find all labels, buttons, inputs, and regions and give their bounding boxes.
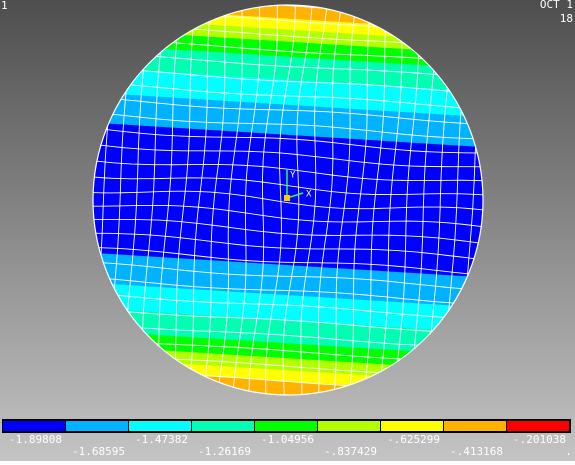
legend: -1.89808 -1.68595 -1.47382 -1.26169 -1.04956… [2, 419, 571, 458]
mesh-line [93, 218, 483, 246]
band-group [93, 5, 483, 395]
mesh-line [202, 5, 228, 395]
mesh-line [187, 5, 212, 395]
legend-label: -1.68595 [72, 445, 125, 458]
mesh-line [93, 158, 483, 182]
mesh-line [217, 5, 243, 395]
mesh-line [93, 175, 483, 197]
legend-swatch [192, 421, 254, 431]
mesh-line [93, 96, 483, 126]
mesh-line [362, 5, 387, 395]
header-line2: 18 [560, 12, 573, 25]
mesh-line [232, 5, 261, 395]
mesh-line [93, 142, 483, 168]
mesh-line [377, 6, 404, 395]
legend-swatch [66, 421, 128, 431]
mesh-line [347, 5, 372, 395]
legend-swatch [3, 421, 65, 431]
mesh-line [317, 5, 343, 395]
date: OCT 1 [540, 0, 573, 11]
mesh-line [93, 261, 483, 292]
mesh-line [93, 126, 483, 154]
mesh-line [393, 7, 421, 395]
mesh-line [93, 81, 483, 111]
legend-label: -.201038 [513, 433, 566, 446]
contour-bands [93, 5, 483, 395]
mesh-line [140, 5, 167, 392]
mesh-line [300, 5, 328, 395]
mesh-line [409, 8, 438, 395]
corner-right: . [565, 445, 572, 458]
legend-label: -1.89808 [9, 433, 62, 446]
mesh-line [332, 5, 357, 395]
legend-label: -.625299 [387, 433, 440, 446]
corner-left: 1 [1, 0, 8, 12]
triad-y-label: Y [290, 171, 296, 181]
legend-label: -1.47382 [135, 433, 188, 446]
mesh-line [93, 291, 483, 320]
mesh-line [93, 232, 483, 262]
legend-swatch [318, 421, 380, 431]
legend-label: -.837429 [324, 445, 377, 458]
legend-label: -.413168 [450, 445, 503, 458]
mesh-line [248, 5, 278, 395]
mesh-line [265, 5, 296, 395]
mesh-line [93, 111, 483, 140]
mesh-line [156, 5, 183, 393]
mesh-line [93, 246, 483, 277]
mesh-line [93, 190, 483, 213]
mesh-line [172, 5, 198, 394]
mesh [93, 5, 483, 395]
legend-label: -1.26169 [198, 445, 251, 458]
disk-outline [92, 4, 484, 396]
mesh-line [93, 275, 483, 306]
legend-label: -1.04956 [261, 433, 314, 446]
triad-x-label: X [306, 190, 312, 200]
legend-swatch [129, 421, 191, 431]
mesh-line [93, 204, 483, 230]
mesh-group [93, 5, 483, 395]
legend-swatch [255, 421, 317, 431]
legend-swatch [507, 421, 569, 431]
mesh-line [93, 67, 483, 97]
legend-swatch [381, 421, 443, 431]
triad: Y X [284, 170, 312, 201]
mesh-line [93, 306, 483, 335]
triad-origin [284, 195, 290, 201]
legend-swatch [444, 421, 506, 431]
mesh-line [282, 5, 313, 395]
